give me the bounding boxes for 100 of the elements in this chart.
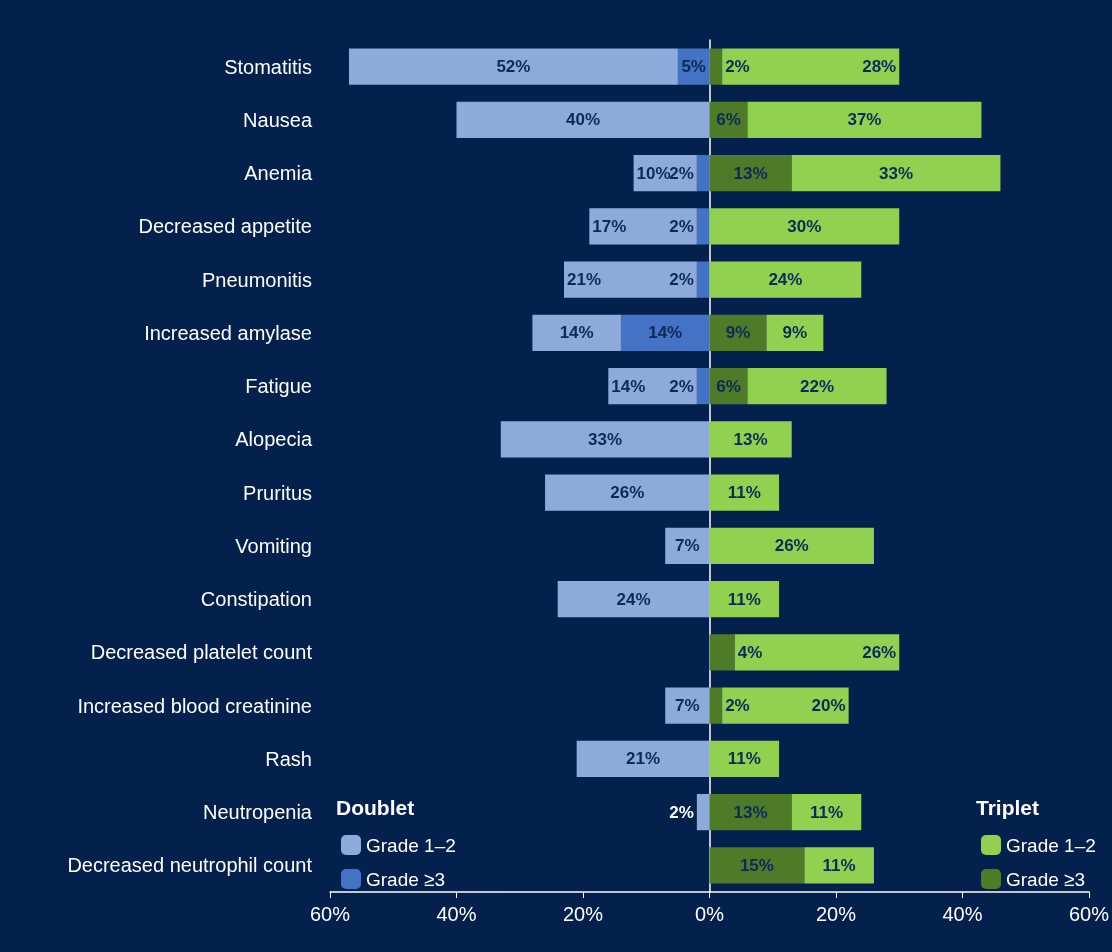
annotation: Doublet — [336, 796, 415, 819]
bar — [564, 261, 697, 298]
y-tick-label: Vomiting — [235, 534, 312, 557]
data-label: 6% — [716, 376, 741, 396]
bar — [709, 261, 862, 298]
x-tick-label: 20% — [562, 903, 604, 925]
bar — [500, 421, 710, 458]
data-label: 26% — [610, 483, 645, 503]
bar — [709, 527, 874, 564]
y-tick-label: Constipation — [200, 588, 312, 611]
bar — [696, 208, 710, 245]
bar — [532, 314, 621, 351]
data-label: 6% — [716, 110, 741, 130]
data-label: 4% — [737, 642, 763, 662]
x-tick-label: 60% — [309, 903, 351, 925]
data-label: 26% — [862, 642, 897, 662]
y-tick-label: Stomatitis — [224, 55, 312, 78]
y-tick-label: Pruritus — [243, 481, 312, 504]
bar — [709, 421, 792, 458]
data-label: 13% — [733, 429, 768, 449]
y-tick-label: Alopecia — [235, 428, 313, 451]
bar — [696, 155, 710, 192]
bar — [620, 314, 710, 351]
data-label: 21% — [626, 749, 661, 769]
data-label: 13% — [733, 163, 768, 183]
legend-label: Grade 1–2 — [366, 834, 456, 856]
data-label: 24% — [768, 270, 803, 290]
bar — [709, 155, 792, 192]
y-tick-label: Nausea — [243, 108, 313, 131]
bar — [709, 581, 780, 618]
y-tick-label: Anemia — [244, 162, 313, 185]
bar — [734, 634, 900, 671]
y-tick-label: Increased blood creatinine — [77, 694, 312, 717]
data-label: 22% — [800, 376, 835, 396]
data-label: 2% — [669, 163, 694, 183]
bar — [576, 740, 710, 777]
data-label: 2% — [669, 802, 694, 822]
data-label: 15% — [739, 855, 774, 875]
data-label: 33% — [879, 163, 914, 183]
data-label: 2% — [669, 270, 694, 290]
bar — [348, 48, 678, 85]
data-label: 2% — [669, 376, 694, 396]
bar — [456, 101, 710, 138]
data-label: 9% — [725, 323, 751, 343]
data-label: 14% — [611, 376, 646, 396]
bar — [804, 847, 874, 884]
data-label: 14% — [559, 323, 594, 343]
data-label: 9% — [782, 323, 808, 343]
data-label: 7% — [675, 536, 700, 556]
data-label: 7% — [675, 696, 700, 716]
data-label: 33% — [588, 429, 623, 449]
x-tick-label: 0% — [695, 903, 725, 925]
data-label: 2% — [725, 57, 750, 77]
data-label: 11% — [809, 802, 844, 822]
data-label: 2% — [669, 216, 694, 236]
data-label: 5% — [681, 57, 706, 77]
data-label: 13% — [733, 802, 768, 822]
data-label: 52% — [496, 57, 531, 77]
bar — [709, 314, 767, 351]
legend-label: Grade 1–2 — [1006, 834, 1096, 856]
y-tick-label: Neutropenia — [203, 801, 313, 824]
bar — [747, 101, 982, 138]
data-label: 30% — [787, 216, 822, 236]
x-tick-label: 20% — [815, 903, 857, 925]
bar — [696, 794, 710, 831]
x-tick-label: 40% — [942, 903, 983, 925]
bar — [791, 155, 1001, 192]
bar — [557, 581, 710, 618]
y-tick-label: Pneumonitis — [201, 268, 312, 291]
data-label: 11% — [727, 749, 761, 769]
bar — [709, 847, 805, 884]
data-label: 11% — [822, 855, 856, 875]
y-tick-label: Rash — [265, 747, 312, 770]
data-label: 24% — [616, 589, 651, 609]
data-label: 14% — [648, 323, 683, 343]
data-label: 2% — [725, 696, 750, 716]
bar — [709, 48, 723, 85]
data-label: 17% — [592, 216, 627, 236]
legend-label: Grade ≥3 — [366, 868, 446, 890]
bar — [545, 474, 710, 511]
bar — [722, 48, 900, 85]
data-label: 11% — [727, 589, 761, 609]
bar — [709, 208, 900, 245]
y-tick-label: Fatigue — [245, 375, 312, 398]
data-label: 11% — [727, 483, 761, 503]
bar — [709, 687, 723, 724]
data-label: 40% — [565, 110, 601, 130]
annotation: Triplet — [976, 796, 1040, 819]
bar — [747, 368, 887, 405]
y-tick-label: Decreased neutrophil count — [67, 854, 313, 877]
bar — [696, 261, 710, 298]
bar — [709, 634, 735, 671]
data-label: 21% — [567, 270, 602, 290]
bar — [696, 368, 710, 405]
bar — [709, 474, 780, 511]
bar — [709, 740, 780, 777]
bar — [709, 794, 792, 831]
y-tick-label: Decreased platelet count — [90, 641, 313, 664]
y-tick-label: Increased amylase — [144, 321, 312, 344]
data-label: 20% — [811, 696, 846, 716]
